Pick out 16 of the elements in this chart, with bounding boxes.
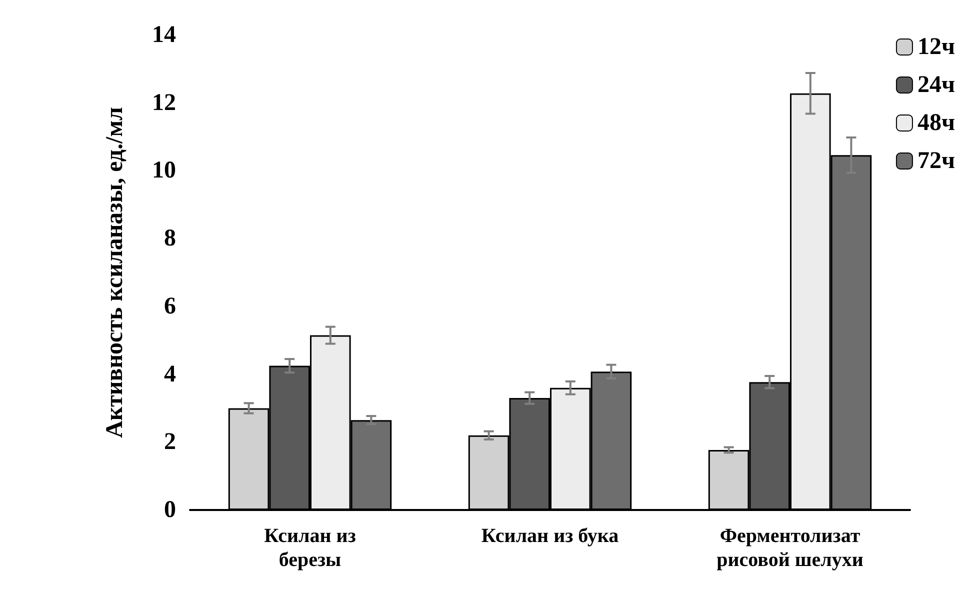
legend-label: 48ч	[917, 110, 956, 136]
y-tick-label: 10	[152, 158, 176, 184]
y-tick-label: 2	[164, 429, 176, 456]
legend-label: 72ч	[917, 148, 956, 174]
y-tick-label: 6	[164, 293, 176, 320]
x-tick-label: Ксилан из березы	[264, 525, 356, 571]
y-axis-title: Активность ксиланазы, ед./мл	[102, 106, 128, 438]
y-tick-label: 4	[164, 361, 176, 388]
x-tick-label: Ферментолизат рисовой шелухи	[716, 525, 864, 571]
y-tick-label: 0	[164, 497, 176, 523]
x-tick-label: Ксилан из бука	[481, 525, 619, 547]
legend-label: 24ч	[917, 72, 956, 98]
y-tick-label: 12	[152, 90, 176, 116]
legend-label: 12ч	[917, 34, 956, 60]
y-tick-label: 8	[164, 226, 176, 252]
y-tick-label: 14	[152, 22, 176, 48]
